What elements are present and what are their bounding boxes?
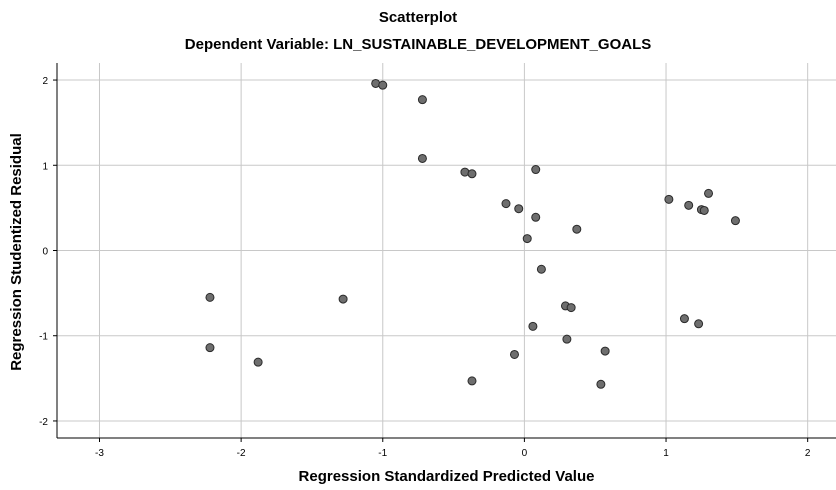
data-point [514,204,524,214]
data-point [566,303,576,313]
data-point [467,169,477,179]
data-point [562,334,572,344]
x-tick-label: -3 [95,448,104,459]
data-point [501,199,511,209]
data-point [509,349,519,359]
x-tick-label: -2 [237,448,246,459]
data-point [704,188,714,198]
y-tick-label: 2 [42,76,48,87]
y-tick-label: -1 [39,332,48,343]
data-point [679,314,689,324]
data-point [730,216,740,226]
data-point [572,224,582,234]
data-point [531,212,541,222]
y-axis-label: Regression Studentized Residual [8,133,25,371]
data-point [664,194,674,204]
chart-title: Scatterplot [378,9,458,26]
data-point [338,294,348,304]
data-point [600,346,610,356]
data-point [205,292,215,302]
data-point [536,264,546,274]
data-point [684,200,694,210]
chart-subtitle: Dependent Variable: LN_SUSTAINABLE_DEVEL… [184,36,652,53]
y-tick-label: 0 [42,247,48,258]
x-tick-label: 2 [805,448,811,459]
data-point [522,234,532,244]
data-point [417,153,427,163]
x-axis-label: Regression Standardized Predicted Value [298,468,595,485]
data-point [417,95,427,105]
data-point [531,165,541,175]
data-point [253,357,263,367]
grid-layer [57,63,836,438]
data-point [378,80,388,90]
data-point [694,319,704,329]
data-point [596,379,606,389]
data-point [205,343,215,353]
tick-labels: -3 -2 -1 0 1 2 -2 -1 0 1 2 [39,76,811,459]
x-tick-label: -1 [378,448,387,459]
data-points [205,78,740,389]
data-point [528,321,538,331]
axis-layer [53,63,836,442]
x-tick-label: 0 [522,448,528,459]
data-point [467,376,477,386]
y-tick-label: -2 [39,417,48,428]
x-tick-label: 1 [663,448,669,459]
y-tick-label: 1 [42,161,48,172]
data-point [699,205,709,215]
